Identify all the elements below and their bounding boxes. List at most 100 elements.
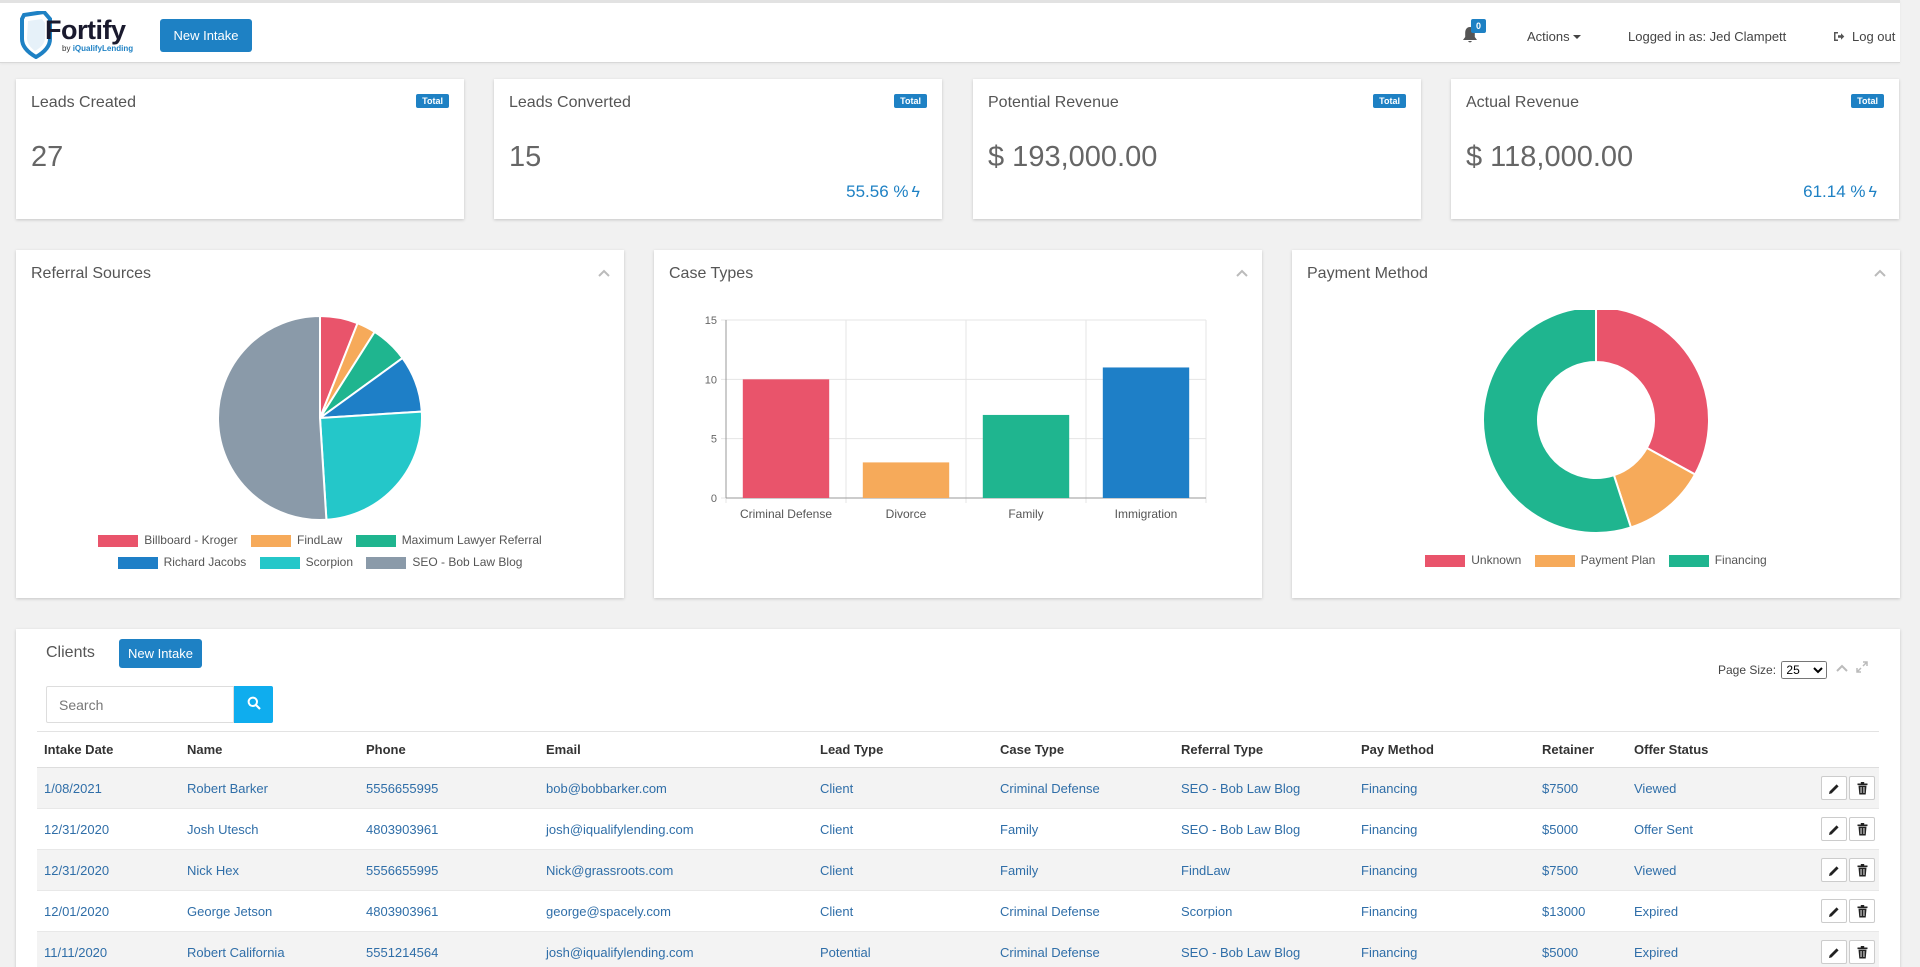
table-cell[interactable]: $13000 [1535, 890, 1627, 932]
table-cell[interactable]: bob@bobbarker.com [539, 767, 813, 809]
table-cell[interactable]: Expired [1627, 890, 1759, 932]
column-header[interactable]: Case Type [993, 731, 1174, 768]
table-row[interactable]: 1/08/2021 Robert Barker 5556655995 bob@bobb… [37, 767, 1879, 809]
table-cell[interactable]: Robert Barker [180, 767, 359, 809]
table-cell[interactable]: 5556655995 [359, 767, 539, 809]
delete-button[interactable] [1849, 817, 1875, 841]
search-button[interactable] [234, 686, 273, 723]
table-cell[interactable]: Family [993, 849, 1174, 891]
search-input[interactable] [46, 686, 234, 723]
page-size-select[interactable]: 25 [1781, 661, 1828, 679]
delete-button[interactable] [1849, 776, 1875, 800]
table-cell[interactable]: 4803903961 [359, 890, 539, 932]
edit-button[interactable] [1821, 940, 1847, 965]
table-row[interactable]: 12/31/2020 Josh Utesch 4803903961 josh@iqua… [37, 808, 1879, 850]
table-cell[interactable]: 5551214564 [359, 931, 539, 967]
column-header[interactable]: Pay Method [1354, 731, 1535, 768]
table-cell[interactable]: George Jetson [180, 890, 359, 932]
table-cell[interactable]: 5556655995 [359, 849, 539, 891]
column-header[interactable]: Phone [359, 731, 539, 768]
chevron-up-icon[interactable] [1874, 268, 1886, 278]
table-cell[interactable]: Criminal Defense [993, 931, 1174, 967]
edit-button[interactable] [1821, 899, 1847, 923]
delete-button[interactable] [1849, 899, 1875, 923]
table-cell[interactable]: $7500 [1535, 767, 1627, 809]
legend-item[interactable]: Unknown [1425, 549, 1521, 571]
table-cell[interactable]: josh@iqualifylending.com [539, 931, 813, 967]
column-header[interactable]: Lead Type [813, 731, 993, 768]
delete-button[interactable] [1849, 940, 1875, 965]
delete-button[interactable] [1849, 858, 1875, 882]
expand-icon[interactable] [1856, 661, 1868, 673]
doughnut-slice[interactable] [1595, 310, 1710, 476]
table-cell[interactable]: Viewed [1627, 849, 1759, 891]
table-cell[interactable]: Financing [1354, 931, 1535, 967]
bar[interactable] [862, 462, 950, 498]
table-cell[interactable]: Potential [813, 931, 993, 967]
table-cell[interactable]: Viewed [1627, 767, 1759, 809]
table-cell[interactable]: FindLaw [1174, 849, 1354, 891]
table-row[interactable]: 12/01/2020 George Jetson 4803903961 george@… [37, 890, 1879, 932]
table-cell[interactable]: george@spacely.com [539, 890, 813, 932]
legend-item[interactable]: Billboard - Kroger [98, 529, 238, 551]
table-cell[interactable]: Criminal Defense [993, 767, 1174, 809]
legend-item[interactable]: Payment Plan [1534, 549, 1655, 571]
bar[interactable] [742, 379, 830, 498]
column-header[interactable]: Email [539, 731, 813, 768]
table-cell[interactable]: Client [813, 808, 993, 850]
table-cell[interactable]: 12/01/2020 [37, 890, 180, 932]
chevron-up-icon[interactable] [1836, 663, 1848, 673]
actions-dropdown[interactable]: Actions [1527, 29, 1581, 44]
table-cell[interactable]: Criminal Defense [993, 890, 1174, 932]
table-cell[interactable]: 12/31/2020 [37, 808, 180, 850]
table-cell[interactable]: Financing [1354, 767, 1535, 809]
edit-button[interactable] [1821, 817, 1847, 841]
table-cell[interactable]: 11/11/2020 [37, 931, 180, 967]
table-cell[interactable]: Nick@grassroots.com [539, 849, 813, 891]
column-header[interactable]: Referral Type [1174, 731, 1354, 768]
bar[interactable] [1102, 367, 1190, 498]
pie-slice[interactable] [318, 410, 423, 521]
column-header[interactable]: Offer Status [1627, 731, 1759, 768]
table-cell[interactable]: SEO - Bob Law Blog [1174, 767, 1354, 809]
table-cell[interactable]: SEO - Bob Law Blog [1174, 808, 1354, 850]
edit-button[interactable] [1821, 858, 1847, 882]
legend-item[interactable]: Maximum Lawyer Referral [355, 529, 542, 551]
legend-item[interactable]: Financing [1668, 549, 1767, 571]
table-cell[interactable]: Offer Sent [1627, 808, 1759, 850]
bar[interactable] [982, 414, 1070, 498]
header-new-intake-button[interactable]: New Intake [160, 19, 252, 52]
clients-new-intake-button[interactable]: New Intake [119, 639, 202, 668]
legend-item[interactable]: FindLaw [250, 529, 342, 551]
table-cell[interactable]: 1/08/2021 [37, 767, 180, 809]
table-cell[interactable]: Josh Utesch [180, 808, 359, 850]
table-row[interactable]: 11/11/2020 Robert California 5551214564 jos… [37, 931, 1879, 967]
doughnut-slice[interactable] [1482, 310, 1633, 534]
table-cell[interactable]: 12/31/2020 [37, 849, 180, 891]
fortify-logo[interactable]: Fortify by iQualifyLending [20, 11, 140, 59]
table-cell[interactable]: Financing [1354, 849, 1535, 891]
table-cell[interactable]: 4803903961 [359, 808, 539, 850]
edit-button[interactable] [1821, 776, 1847, 800]
table-cell[interactable]: Client [813, 767, 993, 809]
table-cell[interactable]: Scorpion [1174, 890, 1354, 932]
table-row[interactable]: 12/31/2020 Nick Hex 5556655995 Nick@grassro… [37, 849, 1879, 891]
table-cell[interactable]: Robert California [180, 931, 359, 967]
table-cell[interactable]: Financing [1354, 890, 1535, 932]
column-header[interactable]: Name [180, 731, 359, 768]
table-cell[interactable]: Expired [1627, 931, 1759, 967]
table-cell[interactable]: $7500 [1535, 849, 1627, 891]
chevron-up-icon[interactable] [598, 268, 610, 278]
column-header[interactable]: Intake Date [37, 731, 180, 768]
legend-item[interactable]: SEO - Bob Law Blog [366, 551, 522, 573]
column-header[interactable]: Retainer [1535, 731, 1627, 768]
table-cell[interactable]: $5000 [1535, 931, 1627, 967]
table-cell[interactable]: Client [813, 849, 993, 891]
legend-item[interactable]: Scorpion [259, 551, 353, 573]
table-cell[interactable]: josh@iqualifylending.com [539, 808, 813, 850]
pie-slice[interactable] [217, 314, 328, 521]
table-cell[interactable]: Family [993, 808, 1174, 850]
table-cell[interactable]: Financing [1354, 808, 1535, 850]
table-cell[interactable]: SEO - Bob Law Blog [1174, 931, 1354, 967]
table-cell[interactable]: Client [813, 890, 993, 932]
